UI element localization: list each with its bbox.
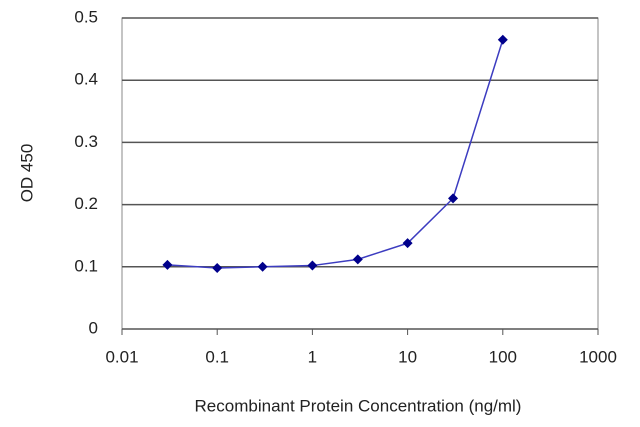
x-tick-label: 10	[398, 347, 417, 366]
x-tick-label: 1	[308, 347, 317, 366]
data-point	[257, 261, 268, 272]
x-axis-label: Recombinant Protein Concentration (ng/ml…	[195, 396, 522, 415]
data-point	[212, 263, 223, 274]
x-tick-label: 0.01	[105, 347, 138, 366]
y-tick-label: 0.2	[74, 194, 98, 213]
x-tick-label: 0.1	[205, 347, 229, 366]
y-tick-label: 0.4	[74, 70, 98, 89]
data-point	[497, 34, 508, 45]
data-point	[162, 259, 173, 270]
y-axis-label: OD 450	[17, 144, 36, 203]
x-tick-label: 1000	[579, 347, 617, 366]
y-tick-label: 0.3	[74, 132, 98, 151]
data-point	[352, 254, 363, 265]
y-tick-label: 0.1	[74, 256, 98, 275]
data-point	[402, 238, 413, 249]
data-point	[307, 260, 318, 271]
y-tick-label: 0	[89, 318, 98, 337]
x-tick-label: 100	[489, 347, 517, 366]
y-tick-label: 0.5	[74, 7, 98, 26]
plot-area	[121, 17, 599, 330]
data-point	[448, 193, 459, 204]
series-line	[167, 39, 504, 269]
